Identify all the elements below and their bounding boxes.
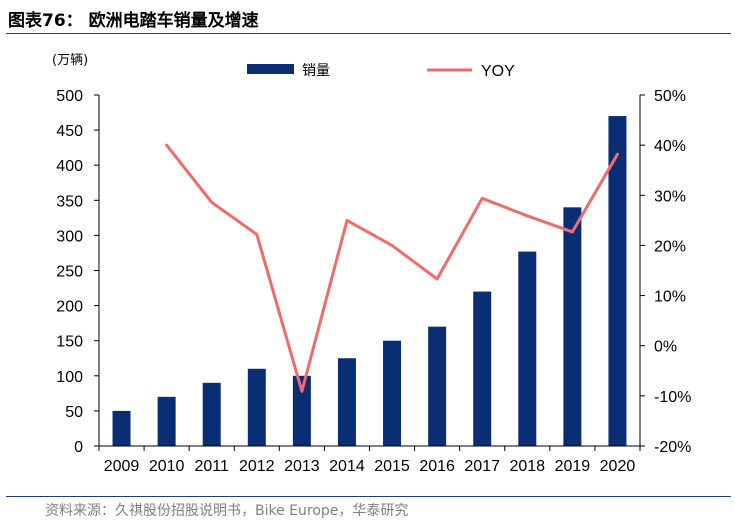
page-title: 图表76： 欧洲电踏车销量及增速: [8, 11, 259, 31]
footer-divider: [6, 496, 731, 497]
legend-label-sales: 销量: [302, 63, 330, 79]
x-tick-label: 2014: [329, 458, 365, 475]
right-tick-label: 40%: [654, 138, 686, 155]
x-tick-label: 2012: [239, 458, 275, 475]
bar-2015: [383, 340, 402, 446]
x-tick-label: 2010: [149, 458, 185, 475]
left-tick-label: 500: [56, 88, 83, 105]
bar-2009: [112, 410, 131, 446]
left-tick-label: 250: [56, 264, 83, 281]
right-tick-label: 0%: [654, 339, 677, 356]
legend-swatch-sales: [247, 64, 294, 74]
right-tick-label: 30%: [654, 188, 686, 205]
bar-2013: [292, 375, 311, 446]
left-tick-label: 200: [56, 299, 83, 316]
right-tick-label: 20%: [654, 238, 686, 255]
bar-2011: [202, 382, 221, 446]
left-tick-label: 50: [65, 404, 83, 421]
x-axis-ticks: 2009 2010 2011 2012 2013 2014 2015 2016 2017 2018…: [98, 446, 641, 475]
left-tick-label: 400: [56, 158, 83, 175]
left-axis-ticks: 0 50 100 150 200 250 300 350 400 450 500: [56, 88, 99, 456]
title-divider: [6, 33, 731, 34]
x-tick-label: 2013: [284, 458, 320, 475]
bar-series-sales: [112, 116, 627, 446]
x-tick-label: 2020: [600, 458, 636, 475]
y-axis-unit-label: (万辆): [52, 53, 88, 68]
bar-2018: [518, 251, 537, 446]
x-tick-label: 2016: [419, 458, 455, 475]
bar-2016: [428, 326, 447, 446]
chart: (万辆) 销量 YOY 0 50 100 150 200 250 300 350 400 450 5…: [52, 53, 691, 475]
yoy-line: [165, 143, 619, 393]
right-tick-label: 10%: [654, 289, 686, 306]
x-tick-label: 2017: [464, 458, 500, 475]
bar-2019: [563, 207, 582, 446]
x-tick-label: 2018: [509, 458, 545, 475]
x-tick-label: 2019: [555, 458, 591, 475]
source-note: 资料来源：久祺股份招股说明书，Bike Europe，华泰研究: [45, 503, 409, 519]
axes: [98, 95, 641, 447]
bar-2017: [473, 291, 492, 446]
right-tick-label: -20%: [654, 439, 691, 456]
left-tick-label: 100: [56, 369, 83, 386]
bar-2012: [247, 368, 266, 446]
legend-label-yoy: YOY: [481, 63, 515, 80]
bar-2020: [608, 116, 627, 446]
right-axis-ticks: -20% -10% 0% 10% 20% 30% 40% 50%: [640, 88, 691, 456]
left-tick-label: 450: [56, 123, 83, 140]
x-tick-label: 2009: [104, 458, 140, 475]
x-tick-label: 2015: [374, 458, 410, 475]
line-series-yoy: [165, 143, 619, 393]
right-tick-label: -10%: [654, 389, 691, 406]
bar-2014: [337, 358, 356, 446]
x-tick-label: 2011: [195, 458, 230, 475]
chart-legend: 销量 YOY: [247, 63, 515, 80]
left-tick-label: 0: [74, 439, 83, 456]
left-tick-label: 150: [56, 334, 83, 351]
left-tick-label: 350: [56, 193, 83, 210]
right-tick-label: 50%: [654, 88, 686, 105]
left-tick-label: 300: [56, 228, 83, 245]
bar-2010: [157, 396, 176, 446]
